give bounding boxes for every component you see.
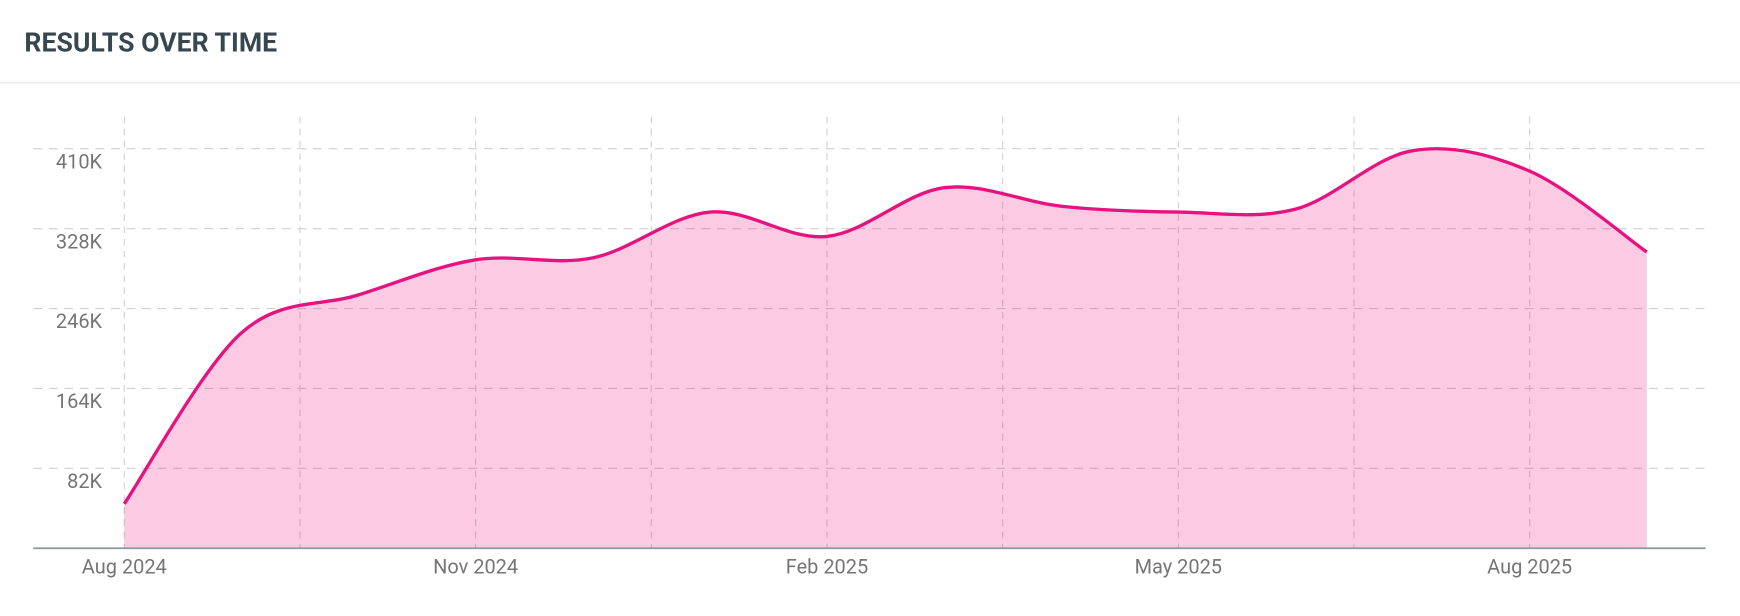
x-tick-label: Feb 2025 (786, 555, 868, 579)
y-tick-label: 328K (56, 229, 103, 253)
y-tick-label: 246K (56, 309, 103, 333)
chart-title: RESULTS OVER TIME (24, 26, 277, 58)
x-tick-label: Aug 2024 (82, 555, 167, 579)
area-line (122, 147, 1648, 505)
x-tick-label: May 2025 (1135, 555, 1222, 579)
y-tick-label: 164K (56, 389, 103, 413)
y-tick-label: 410K (56, 149, 103, 173)
y-tick-label: 82K (67, 469, 102, 493)
x-tick-label: Nov 2024 (433, 555, 518, 579)
area-fill (124, 148, 1647, 549)
x-tick-label: Aug 2025 (1487, 555, 1572, 579)
